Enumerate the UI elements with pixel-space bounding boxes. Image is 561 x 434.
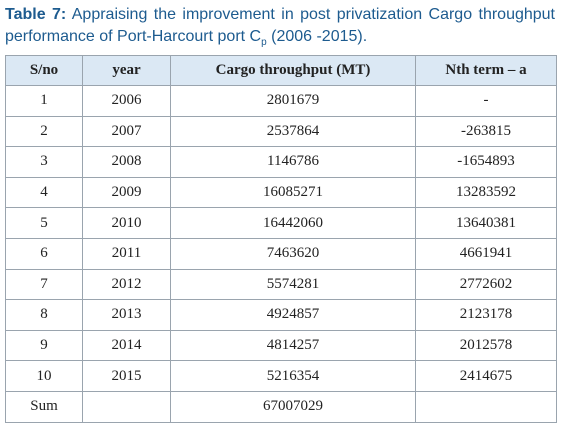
table-cell: 10 bbox=[5, 360, 83, 392]
table-cell: 13640381 bbox=[415, 207, 557, 239]
table-cell: 5216354 bbox=[170, 360, 416, 392]
caption-text: Appraising the improvement in post priva… bbox=[5, 6, 556, 45]
table-cell: 2011 bbox=[82, 237, 171, 270]
table-cell: 1 bbox=[5, 85, 83, 117]
table-row: 2 2007 2537864 -263815 bbox=[5, 115, 557, 148]
table-row: 5 2010 16442060 13640381 bbox=[5, 207, 557, 239]
table-row: 10 2015 5216354 2414675 bbox=[5, 360, 557, 392]
empty-cell bbox=[82, 390, 171, 423]
table-row: 4 2009 16085271 13283592 bbox=[5, 176, 557, 209]
table-row: 1 2006 2801679- bbox=[5, 85, 557, 117]
table-cell: 1146786 bbox=[170, 146, 416, 178]
sum-total: 67007029 bbox=[170, 390, 416, 423]
caption-subscript: p bbox=[261, 37, 267, 49]
table-cell: 4814257 bbox=[170, 329, 416, 362]
table-cell: 2014 bbox=[82, 329, 171, 362]
table-cell: 13283592 bbox=[415, 176, 557, 209]
table-cell: 2006 bbox=[82, 85, 171, 117]
table-cell: 7 bbox=[5, 268, 83, 301]
header-cell: Nth term – a bbox=[415, 55, 557, 86]
table-cell: 2801679 bbox=[170, 85, 416, 117]
table-cell: 9 bbox=[5, 329, 83, 362]
table-cell: 5 bbox=[5, 207, 83, 239]
header-row: S/no year Cargo throughput (MT) Nth term – … bbox=[5, 55, 557, 86]
data-table: S/no year Cargo throughput (MT) Nth term – … bbox=[5, 55, 557, 423]
caption-label: Table 7: bbox=[5, 6, 67, 23]
table-cell: 2772602 bbox=[415, 268, 557, 301]
table-cell: 7463620 bbox=[170, 237, 416, 270]
table-cell: 8 bbox=[5, 299, 83, 331]
table-cell: 2010 bbox=[82, 207, 171, 239]
table-cell: 4924857 bbox=[170, 299, 416, 331]
table-row: 8 2013 4924857 2123178 bbox=[5, 299, 557, 331]
table-cell: 4 bbox=[5, 176, 83, 209]
table-cell: 3 bbox=[5, 146, 83, 178]
table-cell: 2012578 bbox=[415, 329, 557, 362]
caption-tail: (2006 -2015). bbox=[271, 28, 368, 45]
table-cell: 2537864 bbox=[170, 115, 416, 148]
table-cell: 2012 bbox=[82, 268, 171, 301]
table-cell: 2009 bbox=[82, 176, 171, 209]
header-cell: S/no bbox=[5, 55, 83, 86]
table-cell: -1654893 bbox=[415, 146, 557, 178]
table-cell: 2015 bbox=[82, 360, 171, 392]
sum-row: Sum 67007029 bbox=[5, 390, 557, 423]
table-row: 3 2008 1146786 -1654893 bbox=[5, 146, 557, 178]
table-row: 6 2011 7463620 4661941 bbox=[5, 237, 557, 270]
table-cell: 16442060 bbox=[170, 207, 416, 239]
table-cell: - bbox=[415, 85, 557, 117]
header-cell: year bbox=[82, 55, 171, 86]
table-row: 9 2014 4814257 2012578 bbox=[5, 329, 557, 362]
empty-cell bbox=[415, 390, 557, 423]
table-cell: 2007 bbox=[82, 115, 171, 148]
header-cell: Cargo throughput (MT) bbox=[170, 55, 416, 86]
table-cell: 2008 bbox=[82, 146, 171, 178]
table-cell: 16085271 bbox=[170, 176, 416, 209]
table-cell: 2013 bbox=[82, 299, 171, 331]
table-row: 7 2012 5574281 2772602 bbox=[5, 268, 557, 301]
table-cell: 2 bbox=[5, 115, 83, 148]
table-cell: 2414675 bbox=[415, 360, 557, 392]
table-cell: 4661941 bbox=[415, 237, 557, 270]
table-cell: 5574281 bbox=[170, 268, 416, 301]
caption: Table 7: Appraising the improvement in p… bbox=[5, 4, 555, 54]
sum-label: Sum bbox=[5, 390, 83, 423]
table-cell: 2123178 bbox=[415, 299, 557, 331]
table-cell: 6 bbox=[5, 237, 83, 270]
table-cell: -263815 bbox=[415, 115, 557, 148]
